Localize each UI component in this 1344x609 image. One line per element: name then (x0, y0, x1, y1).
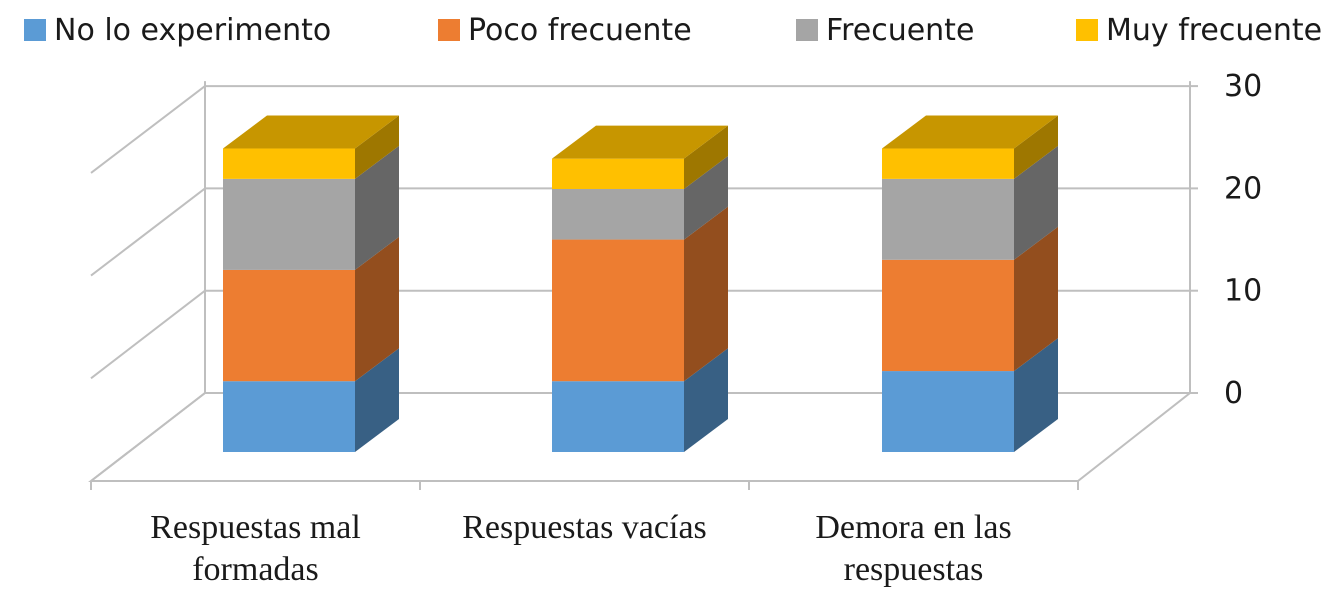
bar-front (882, 178, 1014, 260)
legend-item: Frecuente (796, 13, 974, 48)
stacked-bar (223, 115, 399, 452)
legend-label: No lo experimento (54, 13, 331, 48)
y-tick-label: 30 (1224, 69, 1262, 104)
bar-segment (552, 125, 728, 189)
legend-label: Muy frecuente (1106, 13, 1322, 48)
bar-segment (552, 348, 728, 452)
bar-side (355, 236, 399, 382)
y-tick-label: 10 (1224, 274, 1262, 309)
bars (223, 115, 1058, 452)
y-tick-label: 0 (1224, 376, 1243, 411)
gridline-side (90, 392, 206, 482)
bar-front (552, 188, 684, 240)
x-axis (90, 481, 1079, 490)
gridline (90, 85, 1198, 174)
bar-segment (552, 155, 728, 240)
bar-side (1014, 145, 1058, 260)
bar-segment (882, 338, 1058, 452)
stacked-bar (882, 115, 1058, 452)
y-tick-label: 20 (1224, 171, 1262, 206)
bar-front (882, 148, 1014, 179)
legend-item: Muy frecuente (1076, 13, 1322, 48)
legend-item: No lo experimento (24, 13, 331, 48)
bar-front (223, 269, 355, 382)
category-label: respuestas (844, 551, 984, 588)
y-axis: 0 10 20 30 (1224, 69, 1262, 411)
legend-label: Frecuente (826, 13, 974, 48)
legend-swatch (1076, 19, 1098, 41)
bar-side (1014, 115, 1058, 179)
bar-segment (223, 145, 399, 270)
bar-segment (223, 115, 399, 179)
bar-segment (223, 236, 399, 382)
bar-side (1014, 338, 1058, 452)
bar-top (552, 125, 728, 159)
bar-side (684, 155, 728, 240)
legend: No lo experimento Poco frecuente Frecuente… (24, 13, 1322, 48)
category-label: Respuestas vacías (462, 509, 707, 546)
legend-swatch (796, 19, 818, 41)
chart-walls (204, 81, 1191, 393)
legend-swatch (438, 19, 460, 41)
bar-front (552, 381, 684, 452)
bar-top (223, 115, 399, 149)
bar-side (355, 348, 399, 452)
category-labels: Respuestas mal formadas Respuestas vacías D… (150, 509, 1011, 588)
bar-side (684, 206, 728, 382)
bar-side (355, 115, 399, 179)
bar-side (684, 348, 728, 452)
bar-segment (552, 206, 728, 382)
bar-segment (882, 115, 1058, 179)
bar-segment (223, 348, 399, 452)
bar-front (223, 381, 355, 452)
legend-item: Poco frecuente (438, 13, 692, 48)
gridline-side (90, 289, 206, 380)
category-label: formadas (192, 551, 319, 588)
bar-front (552, 158, 684, 189)
bar-front (552, 239, 684, 382)
bar-side (684, 125, 728, 189)
bar-front (882, 259, 1014, 372)
bar-side (1014, 226, 1058, 372)
bar-front (223, 148, 355, 179)
bar-segment (882, 226, 1058, 372)
bar-side (355, 145, 399, 270)
bar-front (882, 371, 1014, 452)
bar-front (223, 178, 355, 270)
stacked-bar (552, 125, 728, 452)
bar-top (882, 115, 1058, 149)
gridline-side (90, 85, 206, 174)
gridline-side (90, 187, 206, 277)
bar-segment (882, 145, 1058, 260)
legend-label: Poco frecuente (468, 13, 692, 48)
category-label: Respuestas mal (150, 509, 361, 546)
legend-swatch (24, 19, 46, 41)
category-label: Demora en las (815, 509, 1011, 546)
